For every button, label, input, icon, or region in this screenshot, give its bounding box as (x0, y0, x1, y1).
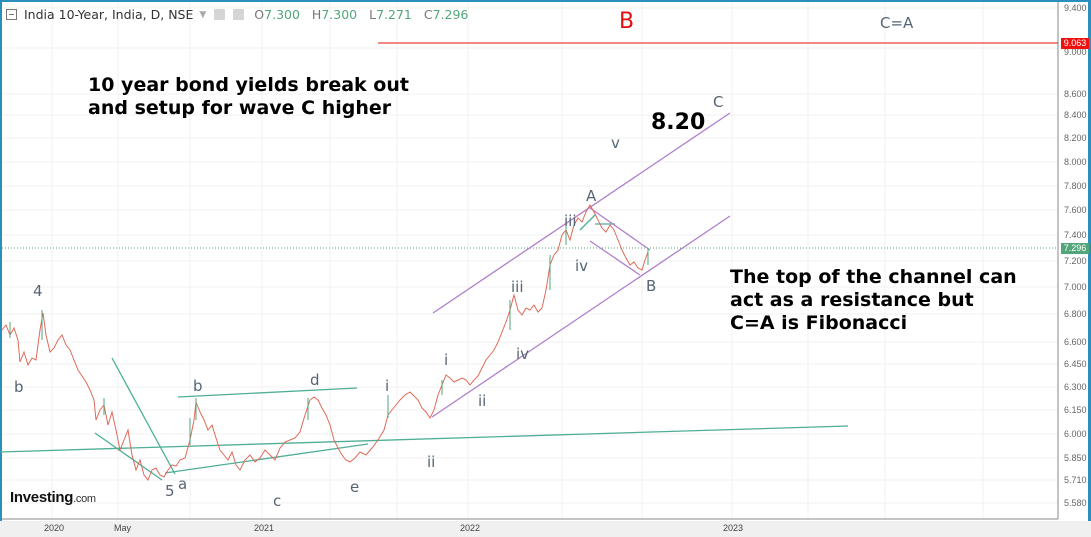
wave-label: i (444, 351, 449, 369)
eye-icon[interactable] (214, 9, 226, 20)
wave-label: b (14, 378, 24, 396)
wave-label: e (350, 478, 360, 496)
wave-label: ii (427, 453, 436, 471)
channel-annotation: The top of the channel can act as a resi… (730, 266, 1017, 334)
wave-label: iii (564, 212, 577, 230)
trendlines[interactable] (0, 214, 849, 481)
resistance-label-b: B (619, 9, 635, 34)
wave-label: i (385, 377, 390, 395)
open-value: 7.300 (264, 7, 300, 22)
title-annotation: 10 year bond yields break out and setup … (88, 74, 409, 119)
wave-label: d (310, 371, 320, 389)
wave-label: b (193, 377, 203, 395)
wave-label: a (178, 475, 188, 493)
wave-label: iii (511, 278, 524, 296)
investing-logo: Investing.com (10, 489, 96, 506)
wave-label: A (586, 187, 597, 205)
grid (2, 2, 1058, 519)
wave-label: v (611, 134, 620, 152)
wave-label: 4 (33, 282, 43, 300)
ohlc-values: O7.300 H7.300 L7.271 C7.296 (254, 7, 469, 22)
wave-label: ii (478, 392, 487, 410)
chart-header: India 10-Year, India, D, NSE ▼ O7.300 H7… (6, 7, 468, 22)
chevron-down-icon[interactable]: ▼ (199, 9, 207, 20)
wave-label: 5 (165, 482, 175, 500)
close-value: 7.296 (432, 7, 469, 22)
bottom-bar (0, 521, 1091, 537)
resistance-label-c-equals-a: C=A (880, 14, 914, 32)
channel-lines[interactable] (431, 112, 731, 418)
wave-label: iv (516, 345, 530, 363)
target-annotation: 8.20 (651, 110, 706, 135)
collapse-icon[interactable] (6, 9, 17, 20)
high-value: 7.300 (321, 7, 358, 22)
symbol-title[interactable]: India 10-Year, India, D, NSE (24, 7, 194, 22)
candles (1, 203, 649, 481)
wave-label: C (713, 93, 724, 111)
wave-label: B (646, 277, 657, 295)
gear-icon[interactable] (233, 9, 245, 20)
resistance-price-tag: 9.063 (1061, 38, 1089, 49)
wave-label: c (273, 492, 282, 510)
wave-label: iv (575, 257, 589, 275)
low-value: 7.271 (376, 7, 412, 22)
last-price-tag: 7.296 (1061, 243, 1089, 254)
